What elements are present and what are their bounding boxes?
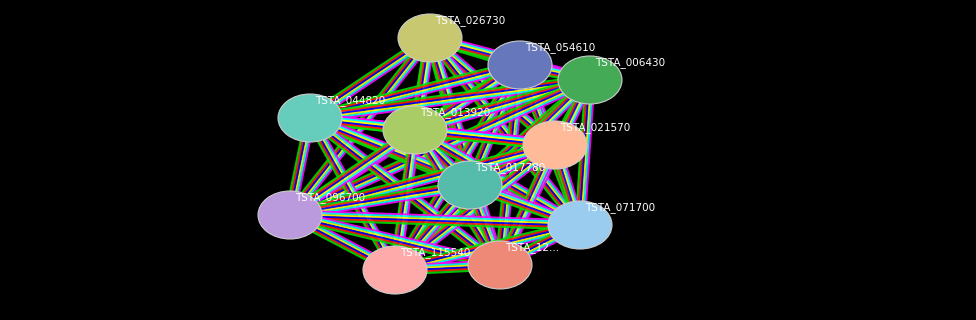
Ellipse shape [398, 14, 462, 62]
Text: TSTA_006430: TSTA_006430 [595, 57, 665, 68]
Ellipse shape [278, 94, 342, 142]
Ellipse shape [438, 161, 502, 209]
Ellipse shape [468, 241, 532, 289]
Text: TSTA_054610: TSTA_054610 [525, 42, 595, 53]
Ellipse shape [558, 56, 622, 104]
Text: TSTA_013920: TSTA_013920 [420, 107, 490, 118]
Ellipse shape [488, 41, 552, 89]
Text: TSTA_096700: TSTA_096700 [295, 192, 365, 203]
Text: TSTA_071700: TSTA_071700 [585, 202, 655, 213]
Text: TSTA_017780: TSTA_017780 [475, 162, 546, 173]
Ellipse shape [383, 106, 447, 154]
Ellipse shape [363, 246, 427, 294]
Ellipse shape [548, 201, 612, 249]
Text: TSTA_044820: TSTA_044820 [315, 95, 386, 106]
Text: TSTA_12...: TSTA_12... [505, 242, 559, 253]
Ellipse shape [258, 191, 322, 239]
Ellipse shape [523, 121, 587, 169]
Text: TSTA_021570: TSTA_021570 [560, 122, 630, 133]
Text: TSTA_115540: TSTA_115540 [400, 247, 470, 258]
Text: TSTA_026730: TSTA_026730 [435, 15, 506, 26]
